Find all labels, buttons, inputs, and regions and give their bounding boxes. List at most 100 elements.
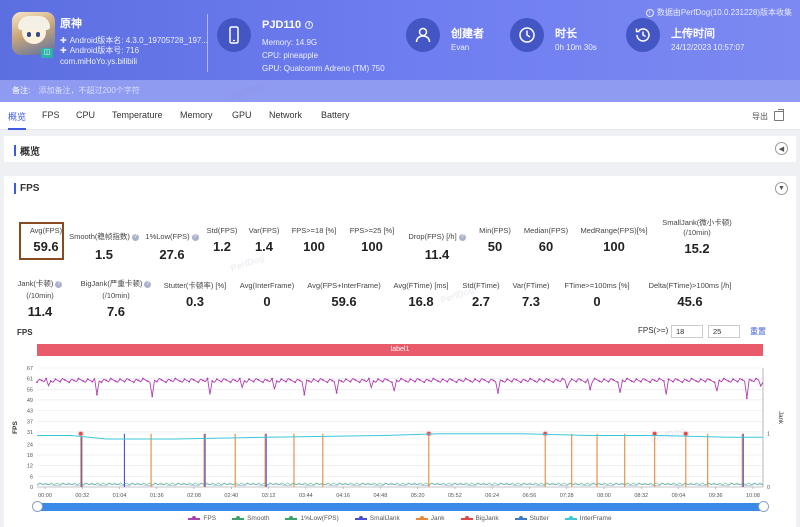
x-tick-label: 05:52 bbox=[448, 493, 462, 498]
metric-value: 1.5 bbox=[94, 247, 114, 262]
x-tick-label: 04:16 bbox=[336, 493, 350, 498]
fps-chart[interactable]: 67 61 55 49 43 37 31 24 18 12 6 0 FPS 1 0 Jank 00:00 00:3… bbox=[0, 358, 800, 498]
tab-overview[interactable]: 概览 bbox=[8, 112, 27, 130]
y-right-axis-label: Jank bbox=[777, 411, 783, 425]
metric-metrics_row2-8: FTime>=100ms [%] 0 bbox=[542, 281, 652, 309]
collapse-down-icon[interactable]: ▼ bbox=[775, 182, 788, 195]
legend-item[interactable]: InterFrame bbox=[564, 515, 612, 522]
fps-point bbox=[261, 381, 264, 384]
note-bar[interactable]: 备注: 添加备注，不超过200个字符 bbox=[0, 80, 800, 102]
y-tick-label: 67 bbox=[27, 366, 33, 372]
help-icon[interactable]: ? bbox=[55, 281, 63, 288]
fps-point bbox=[229, 381, 232, 384]
device-gpu: GPU: Qualcomm Adreno (TM) 750 bbox=[262, 64, 385, 73]
fps-threshold-1-input[interactable] bbox=[671, 325, 703, 338]
metric-label: Smooth(稳帧指数) bbox=[69, 232, 130, 241]
chart-scrollbar[interactable] bbox=[37, 503, 763, 511]
tab-battery[interactable]: Battery bbox=[321, 110, 350, 120]
fps-point bbox=[533, 380, 536, 382]
export-button[interactable]: 导出 bbox=[752, 112, 768, 121]
fps-point bbox=[437, 380, 439, 382]
metric-label: Std(FTime) bbox=[462, 281, 500, 290]
bigjank-marker bbox=[682, 430, 689, 437]
legend-label: 1%Low(FPS) bbox=[300, 515, 339, 522]
fps-point bbox=[354, 378, 356, 381]
fps-point bbox=[128, 378, 131, 381]
fps-point bbox=[529, 377, 532, 380]
tab-gpu[interactable]: GPU bbox=[232, 110, 252, 120]
x-tick-label: 07:28 bbox=[560, 493, 574, 498]
metric-metrics_row1-0: Avg(FPS) 59.6 bbox=[0, 226, 101, 254]
tab-memory[interactable]: Memory bbox=[180, 110, 213, 120]
fps-point bbox=[220, 380, 223, 383]
fps-point bbox=[114, 380, 117, 382]
legend-item[interactable]: 1%Low(FPS) bbox=[285, 515, 339, 522]
device-name: PJD110 i bbox=[262, 19, 314, 31]
metric-value: 59.6 bbox=[33, 239, 59, 254]
fps-point bbox=[556, 379, 559, 382]
tab-temperature[interactable]: Temperature bbox=[112, 110, 163, 120]
fps-point bbox=[575, 380, 578, 383]
legend-item[interactable]: SmallJank bbox=[354, 515, 400, 522]
fps-point bbox=[289, 378, 292, 381]
note-label: 备注: bbox=[12, 86, 31, 95]
metric-label: Std(FPS) bbox=[206, 226, 238, 235]
fps-point bbox=[455, 381, 458, 384]
scroll-handle-left[interactable] bbox=[32, 501, 43, 512]
metric-value: 100 bbox=[361, 239, 383, 254]
fps-point bbox=[151, 395, 154, 398]
fps-point bbox=[441, 378, 444, 381]
note-input[interactable]: 添加备注，不超过200个字符 bbox=[38, 86, 140, 95]
tab-fps[interactable]: FPS bbox=[42, 110, 60, 120]
legend-swatch bbox=[188, 515, 201, 520]
fps-point bbox=[478, 380, 481, 383]
fps-point bbox=[174, 377, 177, 380]
fps-point bbox=[414, 380, 416, 383]
metric-value: 1.4 bbox=[254, 239, 274, 254]
metric-label-unit: (/10min) bbox=[102, 291, 130, 300]
report-header: i 数据由PerfDog(10.0.231228)版本收集 ◫ 原神 ✚ And… bbox=[0, 0, 800, 102]
metric-label: FPS>=18 [%] bbox=[291, 226, 337, 235]
legend-swatch bbox=[285, 515, 298, 520]
clock-icon bbox=[510, 18, 544, 52]
legend-item[interactable]: BigJank bbox=[460, 515, 499, 522]
y-tick-label: 55 bbox=[27, 387, 33, 393]
legend-item[interactable]: Jank bbox=[415, 515, 445, 522]
help-icon[interactable]: ? bbox=[131, 234, 139, 241]
metric-label: Avg(FTime) [ms] bbox=[393, 281, 449, 290]
export-icon[interactable] bbox=[774, 109, 784, 121]
help-icon[interactable]: ? bbox=[458, 234, 466, 241]
fps-threshold-2-input[interactable] bbox=[708, 325, 740, 338]
legend-item[interactable]: Smooth bbox=[232, 515, 269, 522]
fps-point bbox=[566, 386, 568, 389]
fps-point bbox=[755, 377, 757, 380]
help-icon[interactable]: ? bbox=[144, 281, 152, 288]
metric-metrics_row2-1: BigJank(严重卡顿)? (/10min) 7.6 bbox=[61, 273, 171, 319]
metric-label: Var(FTime) bbox=[512, 281, 550, 290]
fps-point bbox=[215, 378, 218, 381]
scroll-handle-right[interactable] bbox=[758, 501, 769, 512]
metric-value: 0 bbox=[263, 294, 271, 309]
help-icon[interactable]: ? bbox=[191, 234, 199, 241]
tab-cpu[interactable]: CPU bbox=[76, 110, 96, 120]
fps-point bbox=[506, 378, 509, 381]
collapse-left-icon[interactable]: ◀ bbox=[775, 142, 788, 155]
bigjank-marker bbox=[77, 430, 84, 437]
android-version-code: ✚ Android版本号: 716 bbox=[60, 46, 140, 55]
metric-label: FTime>=100ms [%] bbox=[564, 281, 630, 290]
legend-item[interactable]: Stutter bbox=[514, 515, 549, 522]
fps-point bbox=[704, 380, 707, 383]
label-bar[interactable]: label1 bbox=[37, 344, 763, 356]
fps-point bbox=[460, 379, 462, 382]
fps-point bbox=[72, 379, 75, 382]
fps-point bbox=[202, 379, 204, 382]
metric-metrics_row1-6: FPS>=25 [%] 100 bbox=[317, 226, 427, 254]
fps-point bbox=[593, 377, 596, 380]
fps-point bbox=[524, 379, 527, 382]
legend-label: Stutter bbox=[529, 515, 549, 522]
source-text: 数据由PerfDog(10.0.231228)版本收集 bbox=[656, 8, 792, 17]
tab-network[interactable]: Network bbox=[269, 110, 303, 120]
reset-button[interactable]: 重置 bbox=[750, 327, 766, 336]
legend-item[interactable]: FPS bbox=[188, 515, 216, 522]
fps-point bbox=[372, 380, 375, 382]
